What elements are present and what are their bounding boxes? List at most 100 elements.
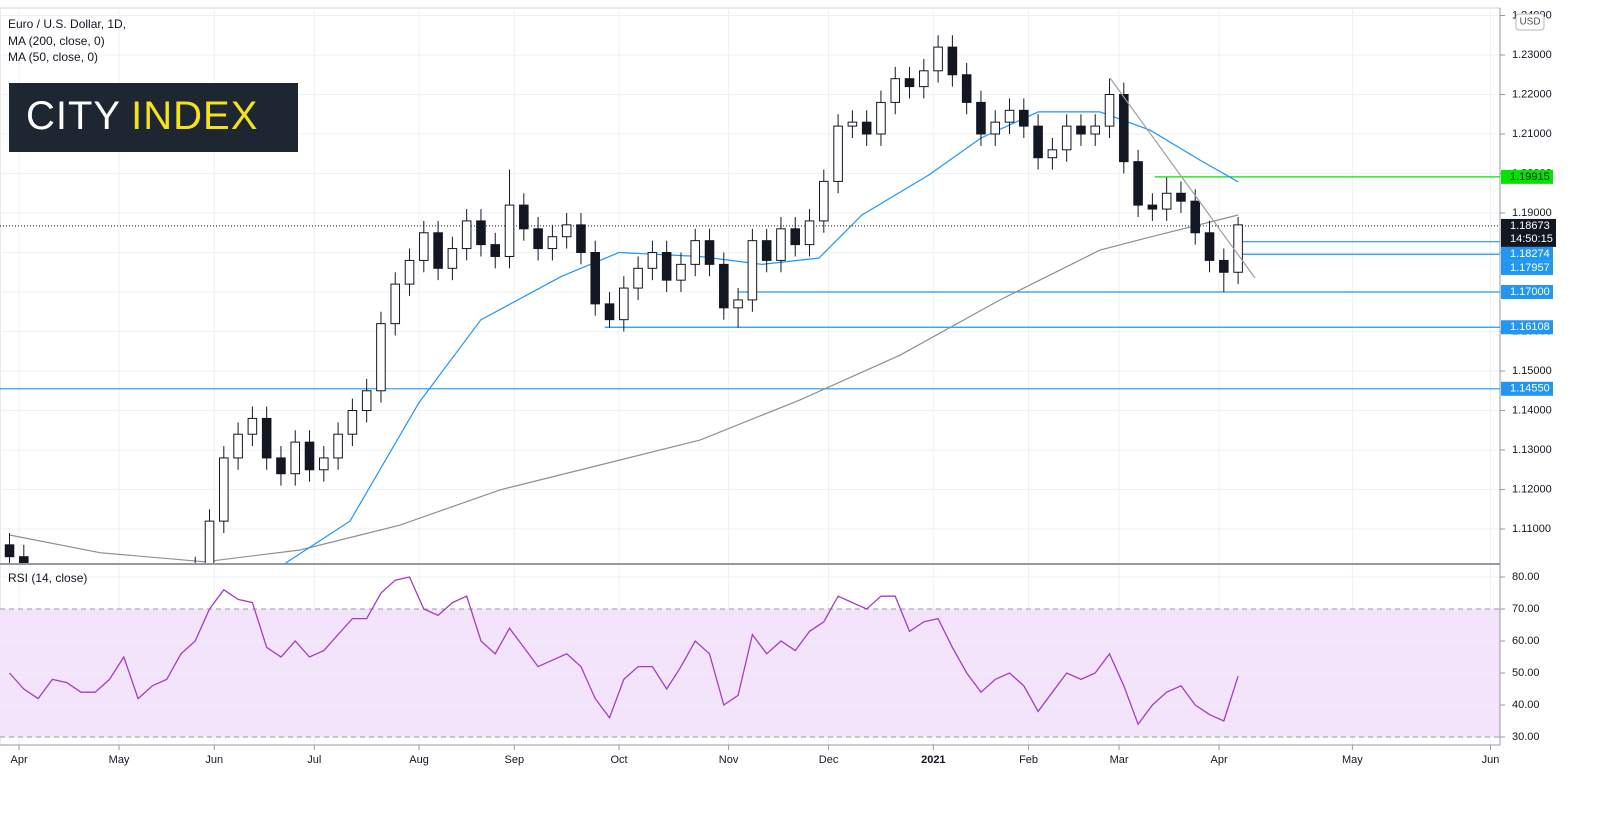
candle-body [433,232,443,269]
candle-body [533,228,543,250]
candle-body [247,417,258,435]
x-tick-label: Oct [610,754,627,766]
level-label-box [1501,169,1553,184]
x-tick-label: Apr [1210,754,1227,766]
level-label: 1.18274 [1510,248,1550,260]
logo-city: CITY [26,94,121,138]
candle-body [233,433,243,459]
candle-body [804,220,815,246]
candle-body [361,390,372,412]
y-tick-label: 1.12000 [1512,483,1552,495]
trend-line [1109,77,1256,279]
candle-body [1147,204,1158,210]
level-label-box [1501,320,1553,335]
candle-body [519,204,529,230]
y-tick-label: 1.11000 [1512,523,1551,535]
y-tick-label: 1.21000 [1512,128,1552,140]
level-label-box [1501,381,1553,396]
candle-body [1076,125,1086,135]
logo-index: INDEX [131,94,258,138]
x-tick-label: May [109,754,130,766]
candle-body [1133,161,1143,206]
candle-body [1047,149,1058,159]
countdown: 14:50:15 [1510,233,1553,245]
ma50-legend: MA (50, close, 0) [8,50,98,64]
candle-body [576,224,586,254]
candle-body [890,78,901,103]
candle-body [719,263,729,309]
candle-body [419,232,429,261]
candle-body [761,240,772,261]
candle-body [876,101,886,135]
y-tick-label: 30.00 [1512,731,1540,743]
candle-body [547,236,558,250]
candle-body [447,248,458,269]
y-tick-label: 1.19000 [1512,207,1552,219]
candle-body [847,121,858,127]
candle-body [776,228,786,261]
x-tick-label: Feb [1019,754,1038,766]
candle-body [1161,192,1172,210]
x-tick-label: Jul [307,754,321,766]
x-tick-label: Nov [719,754,739,766]
y-tick-label: 40.00 [1512,699,1540,711]
x-tick-label: May [1342,754,1363,766]
candle-body [1119,94,1129,163]
y-tick-label: 50.00 [1512,667,1540,679]
level-label: 1.19915 [1510,171,1550,183]
candle-body [219,457,229,522]
moving-average [9,214,1239,563]
currency: USD [1519,17,1540,28]
x-tick-label: Mar [1110,754,1129,766]
candle-body [904,78,915,88]
y-tick-label: 70.00 [1512,603,1540,615]
candle-body [490,244,501,257]
candle-body [347,410,358,435]
candle-body [19,556,29,563]
candle-body [833,125,843,182]
candle-body [1004,109,1015,123]
candle-body [961,74,972,103]
moving-average [285,111,1239,563]
candle-body [1061,125,1072,151]
candle-body [919,70,929,88]
candle-body [476,220,486,246]
candle-body [290,441,301,475]
level-label-box [1501,285,1553,300]
candle-body [1190,200,1201,234]
candle-body [561,224,572,238]
y-tick-label: 1.14000 [1512,404,1552,416]
candle-body [1019,109,1029,127]
candle-body [633,267,643,289]
candle-body [733,299,743,309]
ma200-legend: MA (200, close, 0) [8,34,105,48]
last-price-label: 1.18673 [1510,220,1550,232]
level-label: 1.17957 [1510,262,1550,274]
candle-body [319,457,329,471]
level-label-box [1501,260,1553,275]
logo: CITY INDEX [26,94,258,138]
currency-box [1515,13,1545,31]
candle-body [590,252,601,305]
y-tick-label: 1.23000 [1512,49,1552,61]
candle-body [204,520,215,563]
candle-body [933,46,943,72]
logo-box [9,83,298,152]
candle-body [704,240,715,265]
level-label-box [1501,246,1553,261]
y-tick-label: 1.13000 [1512,444,1552,456]
rsi-title: RSI (14, close) [8,571,87,585]
candle-body [1104,94,1115,127]
candle-body [947,46,958,76]
x-tick-label: Sep [504,754,524,766]
candle-body [1233,224,1243,273]
candle-body [747,240,758,301]
candle-body [461,220,472,250]
x-tick-label: Jun [205,754,223,766]
y-tick-label: 80.00 [1512,571,1540,583]
candle-body [861,121,872,135]
y-tick-label: 1.15000 [1512,365,1552,377]
candle-body [333,433,343,459]
candle-body [604,303,615,321]
